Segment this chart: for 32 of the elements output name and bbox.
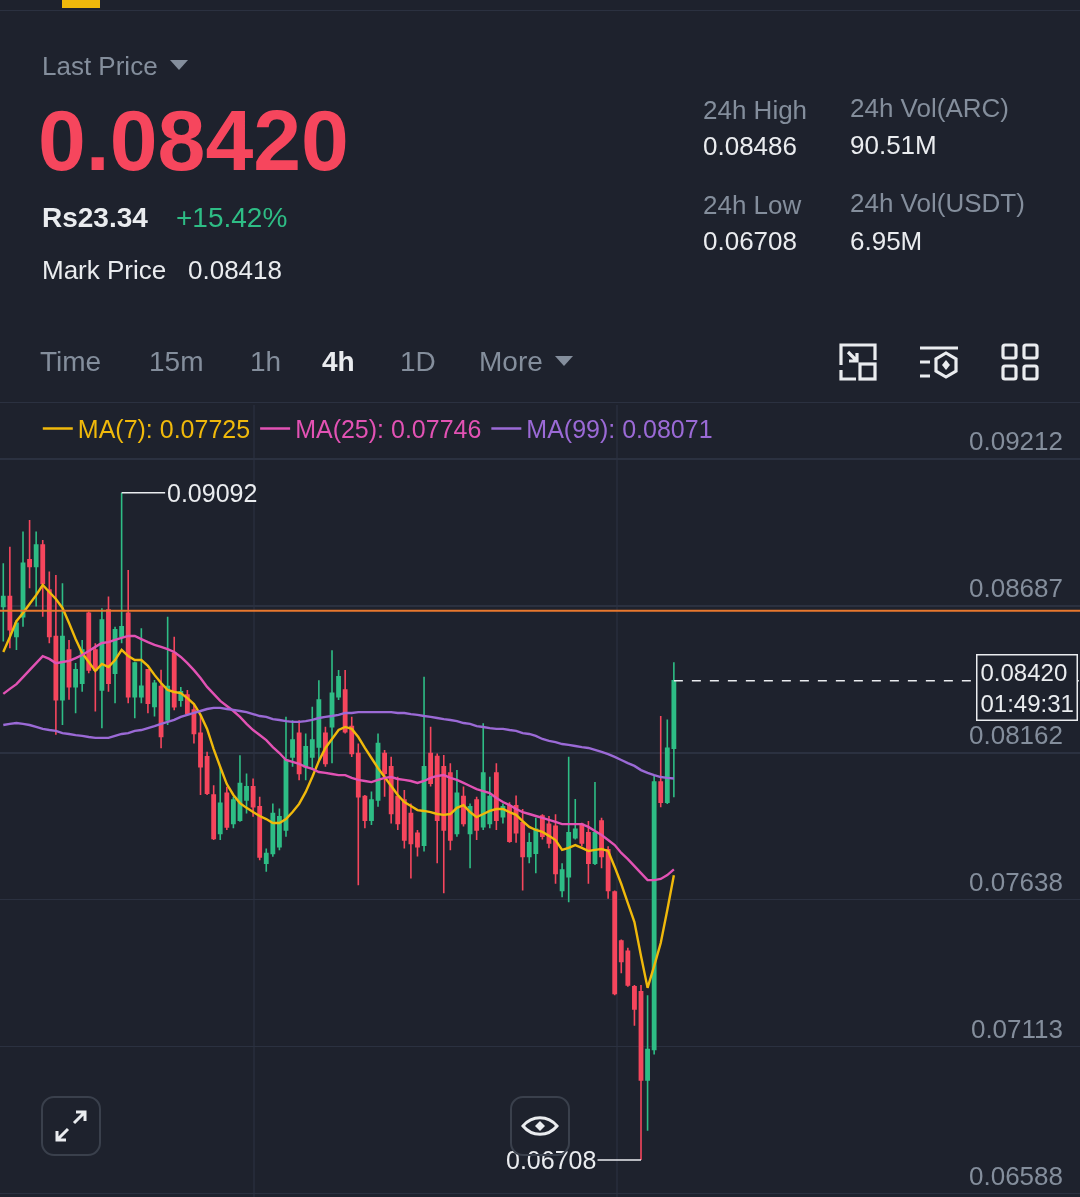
y-tick-label: 0.09212 (969, 425, 1063, 456)
y-tick-label: 0.07113 (970, 1013, 1063, 1044)
text: 1h (250, 346, 282, 377)
text: 0.08418 (188, 255, 282, 285)
text: 1D (400, 346, 436, 377)
text: 24h Vol(ARC) (850, 93, 1009, 123)
text: 4h (322, 346, 355, 377)
text: 90.51M (850, 130, 937, 160)
legend-label: MA(25): 0.07746 (295, 415, 482, 444)
annotation: 0.06708 (506, 1146, 597, 1174)
legend-label: MA(7): 0.07725 (77, 415, 251, 444)
ref-line-label: 0.08420 01:49:31 (980, 658, 1074, 717)
text: More (479, 346, 543, 377)
y-tick-label: 0.07638 (969, 866, 1063, 897)
text: 24h Low (703, 190, 802, 220)
y-tick-label: 0.08162 (969, 719, 1063, 750)
text: 15m (149, 346, 204, 377)
text: 24h High (703, 95, 808, 125)
text: 0.08420 (38, 92, 349, 188)
annotation: 0.09092 (167, 479, 258, 507)
text: 0.06708 (703, 226, 797, 256)
text: Mark Price (42, 255, 167, 285)
text: +15.42% (176, 202, 288, 233)
legend-label: MA(99): 0.08071 (526, 415, 713, 444)
text: Last Price (42, 51, 158, 81)
text: Time (40, 346, 102, 377)
text: 24h Vol(USDT) (850, 188, 1025, 218)
text: 0.08486 (703, 131, 797, 161)
text: Rs23.34 (42, 202, 148, 233)
y-tick-label: 0.06588 (969, 1160, 1063, 1191)
text: 6.95M (850, 226, 923, 256)
y-tick-label: 0.08687 (969, 572, 1063, 603)
